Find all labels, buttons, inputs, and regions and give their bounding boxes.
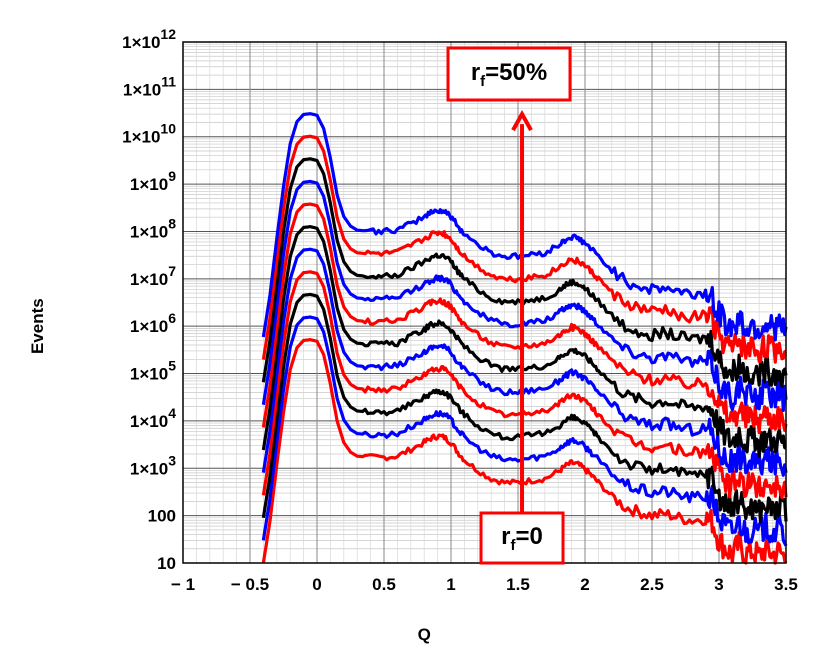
svg-text:rf=50%: rf=50% — [471, 59, 547, 90]
series-line-6 — [261, 225, 787, 458]
y-tick-exponent: 4 — [168, 405, 176, 421]
series-line-2 — [261, 315, 788, 547]
x-tick-label: 3.5 — [774, 575, 798, 594]
y-axis-label: Events — [28, 298, 47, 354]
arrow-head — [511, 110, 533, 132]
y-tick-label: 1×103 — [130, 452, 176, 478]
y-tick-labels: 101001×1031×1041×1051×1061×1071×1081×109… — [122, 26, 176, 573]
x-tick-label: 2.5 — [640, 575, 664, 594]
y-tick-exponent: 11 — [161, 73, 176, 89]
y-tick-exponent: 5 — [168, 358, 176, 374]
x-tick-label: − 0.5 — [231, 575, 269, 594]
x-axis-label: Q — [418, 625, 431, 644]
y-tick-base: 1×10 — [130, 175, 168, 194]
y-tick-base: 100 — [148, 507, 176, 526]
y-tick-base: 1×10 — [122, 128, 160, 147]
x-tick-label: 1 — [446, 575, 455, 594]
rf-bottom-label-r: r — [501, 523, 510, 550]
x-tick-label: − 1 — [171, 575, 195, 594]
y-tick-base: 1×10 — [130, 365, 168, 384]
y-tick-exponent: 12 — [160, 26, 176, 42]
x-tick-label: 3 — [714, 575, 723, 594]
y-tick-label: 1×104 — [130, 405, 176, 431]
y-tick-base: 1×10 — [122, 33, 160, 52]
y-tick-label: 1×1012 — [122, 26, 176, 52]
y-tick-label: 1×109 — [130, 168, 176, 194]
y-tick-exponent: 6 — [168, 310, 176, 326]
series-line-3 — [261, 292, 788, 524]
y-tick-exponent: 3 — [168, 452, 176, 468]
y-tick-label: 1×1010 — [122, 121, 176, 147]
x-tick-label: 2 — [580, 575, 589, 594]
y-tick-base: 1×10 — [130, 412, 168, 431]
rf-bottom-label-box: rf=0 — [479, 511, 565, 565]
series-curves — [261, 112, 788, 565]
y-tick-exponent: 9 — [168, 168, 176, 184]
series-line-9 — [261, 157, 788, 388]
series-line-5 — [261, 247, 788, 477]
y-tick-label: 1×107 — [130, 263, 176, 289]
x-tick-label: 0 — [312, 575, 321, 594]
rf-bottom-label-sub: f — [511, 537, 517, 554]
y-tick-base: 1×10 — [130, 317, 168, 336]
series-line-1 — [261, 338, 788, 565]
rf-top-label-sub: f — [480, 73, 486, 90]
y-tick-base: 1×10 — [130, 222, 168, 241]
y-tick-label: 1×1011 — [123, 73, 176, 99]
rf-bottom-label-value: =0 — [516, 523, 543, 550]
svg-text:rf=0: rf=0 — [501, 523, 543, 554]
rf-top-label-value: =50% — [485, 59, 547, 86]
y-tick-exponent: 10 — [160, 121, 176, 137]
y-tick-exponent: 8 — [168, 215, 176, 231]
y-tick-label: 1×106 — [130, 310, 176, 336]
x-tick-labels: − 1 − 0.5 0 0.5 1 1.5 2 2.5 3 3.5 — [171, 575, 798, 594]
rf-top-label-box: rf=50% — [446, 46, 572, 102]
series-line-11 — [261, 112, 788, 342]
y-tick-label: 10 — [157, 554, 176, 573]
series-line-7 — [261, 202, 788, 435]
y-tick-base: 1×10 — [130, 270, 168, 289]
x-tick-label: 0.5 — [372, 575, 396, 594]
y-tick-base: 10 — [157, 554, 176, 573]
rf-arrow — [511, 110, 533, 535]
series-line-8 — [261, 179, 788, 412]
y-tick-label: 1×105 — [130, 358, 176, 384]
rf-top-label-r: r — [471, 59, 480, 86]
y-tick-exponent: 7 — [168, 263, 176, 279]
y-tick-base: 1×10 — [130, 459, 168, 478]
series-line-4 — [261, 270, 788, 500]
y-tick-label: 1×108 — [130, 215, 176, 241]
x-tick-label: 1.5 — [506, 575, 530, 594]
series-line-10 — [261, 134, 787, 364]
y-tick-base: 1×10 — [123, 80, 161, 99]
y-tick-label: 100 — [148, 507, 176, 526]
